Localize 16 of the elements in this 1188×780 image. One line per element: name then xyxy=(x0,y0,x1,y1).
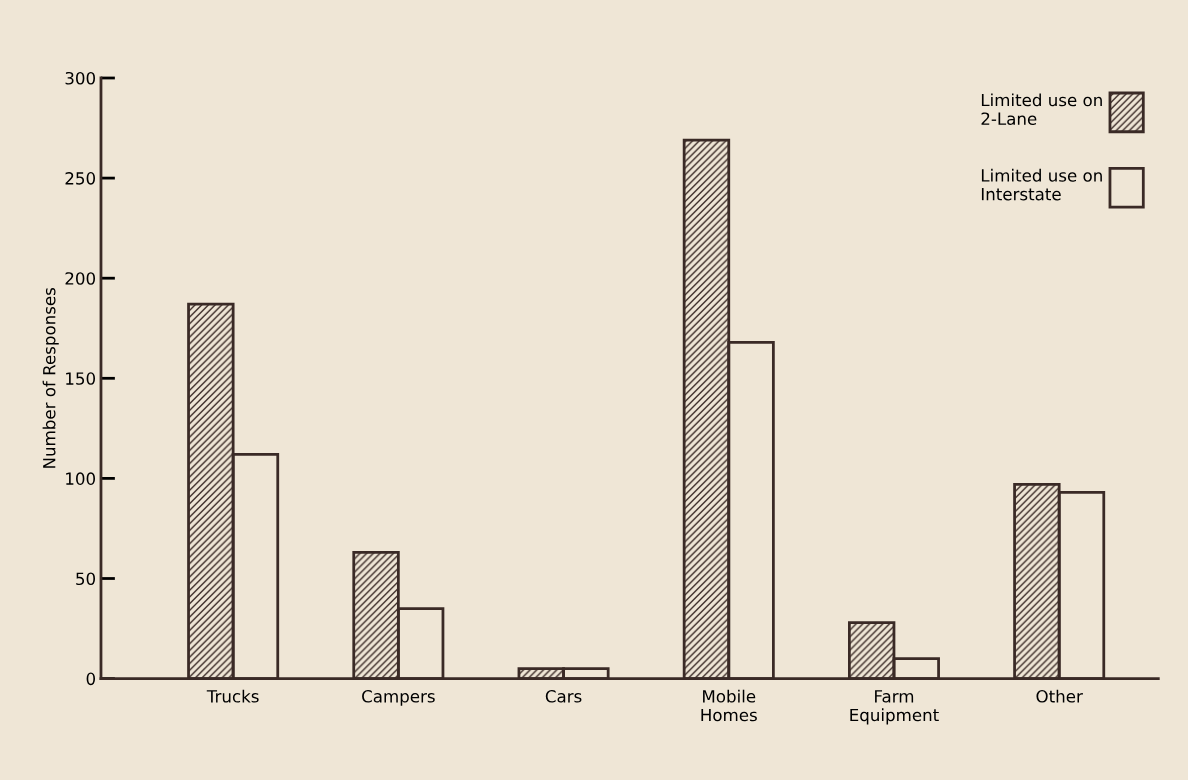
y-tick-label: 200 xyxy=(65,272,96,285)
x-tick-label: Cars xyxy=(545,690,582,703)
y-tick-label: 0 xyxy=(86,672,96,686)
y-tick-label: 150 xyxy=(66,372,96,385)
y-tick-label: 250 xyxy=(65,172,96,185)
x-tick-label: Campers xyxy=(362,690,435,706)
x-tick-label: Other xyxy=(1036,689,1083,703)
x-tick-label: Trucks xyxy=(206,689,259,703)
y-tick-label: 300 xyxy=(65,71,96,85)
y-tick-label: 100 xyxy=(66,472,96,485)
legend-label: Limited use on 2-Lane xyxy=(981,93,1102,125)
y-axis-title: Number of Responses xyxy=(42,287,59,468)
y-tick-label: 50 xyxy=(76,572,96,586)
x-tick-label: Mobile Homes xyxy=(701,689,757,722)
x-tick-label: Farm Equipment xyxy=(850,690,939,725)
legend-label: Limited use on Interstate xyxy=(981,168,1102,201)
